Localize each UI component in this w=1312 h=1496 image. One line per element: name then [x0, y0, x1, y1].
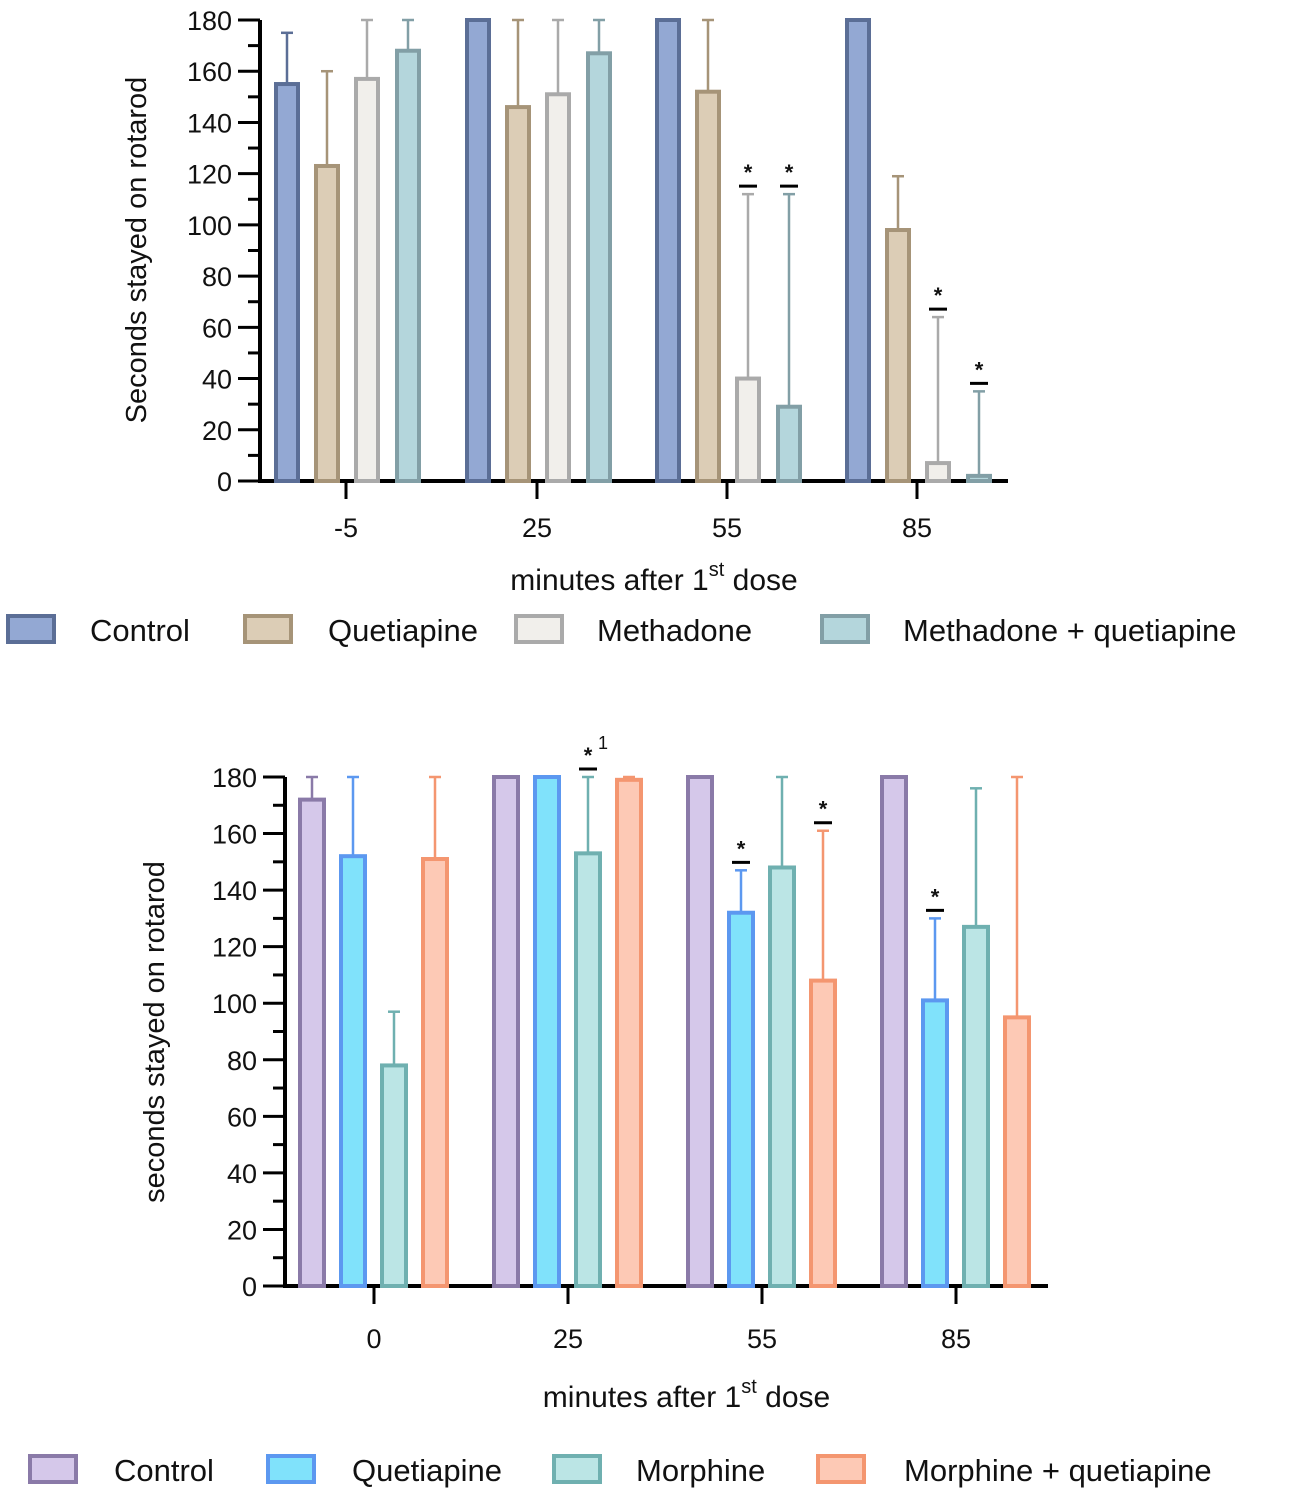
bar [395, 48, 421, 483]
x-tick-label: 85 [941, 1324, 971, 1354]
bar [339, 854, 367, 1289]
bar [505, 105, 531, 483]
bar [380, 1063, 408, 1289]
y-tick-label: 120 [212, 933, 257, 963]
x-tick-label: 85 [902, 513, 932, 543]
bar [465, 18, 491, 483]
x-tick-label: 25 [522, 513, 552, 543]
bar [735, 376, 761, 483]
bar [421, 857, 449, 1288]
bar [1003, 1015, 1031, 1288]
y-tick-label: 80 [227, 1046, 257, 1076]
x-axis-title-main: minutes after 1 [543, 1381, 741, 1414]
bar [274, 82, 300, 484]
legend-swatch [816, 1454, 866, 1484]
significance-star: * [931, 884, 940, 909]
bar [695, 89, 721, 483]
x-axis-title-sup: st [709, 559, 725, 581]
x-axis-title: minutes after 1st dose [543, 1376, 830, 1414]
y-tick-label: 40 [227, 1159, 257, 1189]
bar [921, 998, 949, 1289]
significance-star: * [934, 283, 943, 308]
bar [492, 775, 520, 1288]
y-tick-label: 60 [227, 1102, 257, 1132]
y-tick-label: 80 [202, 262, 232, 292]
bar [314, 163, 340, 483]
bar [845, 18, 871, 483]
y-tick-label: 180 [212, 763, 257, 793]
bar [545, 92, 571, 484]
y-tick-label: 0 [217, 467, 232, 497]
legend-entry: Methadone + quetiapine [903, 613, 1237, 648]
y-tick-label: 20 [202, 416, 232, 446]
legend-entry: Control [90, 613, 190, 648]
bar [574, 851, 602, 1288]
y-tick-label: 160 [187, 57, 232, 87]
y-tick-label: 160 [212, 820, 257, 850]
legend-entry: Control [114, 1453, 214, 1488]
x-tick-label: 25 [553, 1324, 583, 1354]
bar [686, 775, 714, 1288]
bar [962, 924, 990, 1288]
legend-entry: Morphine + quetiapine [904, 1453, 1212, 1488]
bar [655, 18, 681, 483]
y-tick-label: 20 [227, 1215, 257, 1245]
legend-swatch [6, 614, 56, 644]
y-tick-label: 0 [242, 1272, 257, 1302]
significance-star: * [819, 797, 828, 822]
legend-entry: Methadone [597, 613, 752, 648]
legend-swatch [820, 614, 870, 644]
x-axis-title-tail: dose [757, 1381, 830, 1414]
legend-swatch [514, 614, 564, 644]
chart-methadone: 0 20 40 60 80 100 120 140 160 180 -5 25 55 85 * * * * Seco… [6, 6, 1237, 648]
significance-star: * [584, 743, 593, 768]
y-tick-label: 140 [187, 108, 232, 138]
bar [727, 910, 755, 1288]
legend-entry: Quetiapine [328, 613, 478, 648]
legend-entry: Quetiapine [352, 1453, 502, 1488]
y-tick-label: 100 [212, 989, 257, 1019]
legend-swatch [28, 1454, 78, 1484]
bar [880, 775, 908, 1288]
x-axis-title-tail: dose [724, 564, 797, 597]
significance-star: * [744, 160, 753, 185]
legend-entry: Morphine [636, 1453, 765, 1488]
legend-swatch [552, 1454, 602, 1484]
y-axis-title: seconds stayed on rotarod [139, 861, 171, 1203]
significance-star: * [975, 357, 984, 382]
x-tick-label: 0 [366, 1324, 381, 1354]
x-tick-label: 55 [747, 1324, 777, 1354]
legend-swatch [243, 614, 293, 644]
y-tick-label: 40 [202, 365, 232, 395]
legend-swatch [266, 1454, 316, 1484]
y-tick-label: 100 [187, 211, 232, 241]
x-axis-title-sup: st [741, 1376, 757, 1398]
y-tick-label: 120 [187, 160, 232, 190]
bar [809, 978, 837, 1288]
x-tick-label: 55 [712, 513, 742, 543]
bar [354, 76, 380, 484]
bar [586, 51, 612, 484]
significance-star: * [785, 160, 794, 185]
bar [615, 777, 643, 1288]
x-tick-label: -5 [334, 513, 358, 543]
x-axis-title-main: minutes after 1 [510, 564, 708, 597]
y-axis-title: Seconds stayed on rotarod [121, 77, 153, 424]
y-tick-label: 60 [202, 313, 232, 343]
bar [885, 228, 911, 483]
y-tick-label: 140 [212, 876, 257, 906]
significance-note: 1 [598, 733, 608, 753]
bar [966, 473, 992, 483]
bar [298, 797, 326, 1288]
y-tick-label: 180 [187, 6, 232, 36]
bar [768, 865, 796, 1288]
bar [533, 775, 561, 1288]
bar [925, 461, 951, 484]
significance-star: * [737, 836, 746, 861]
bar [776, 404, 802, 484]
x-axis-title: minutes after 1st dose [510, 559, 797, 597]
